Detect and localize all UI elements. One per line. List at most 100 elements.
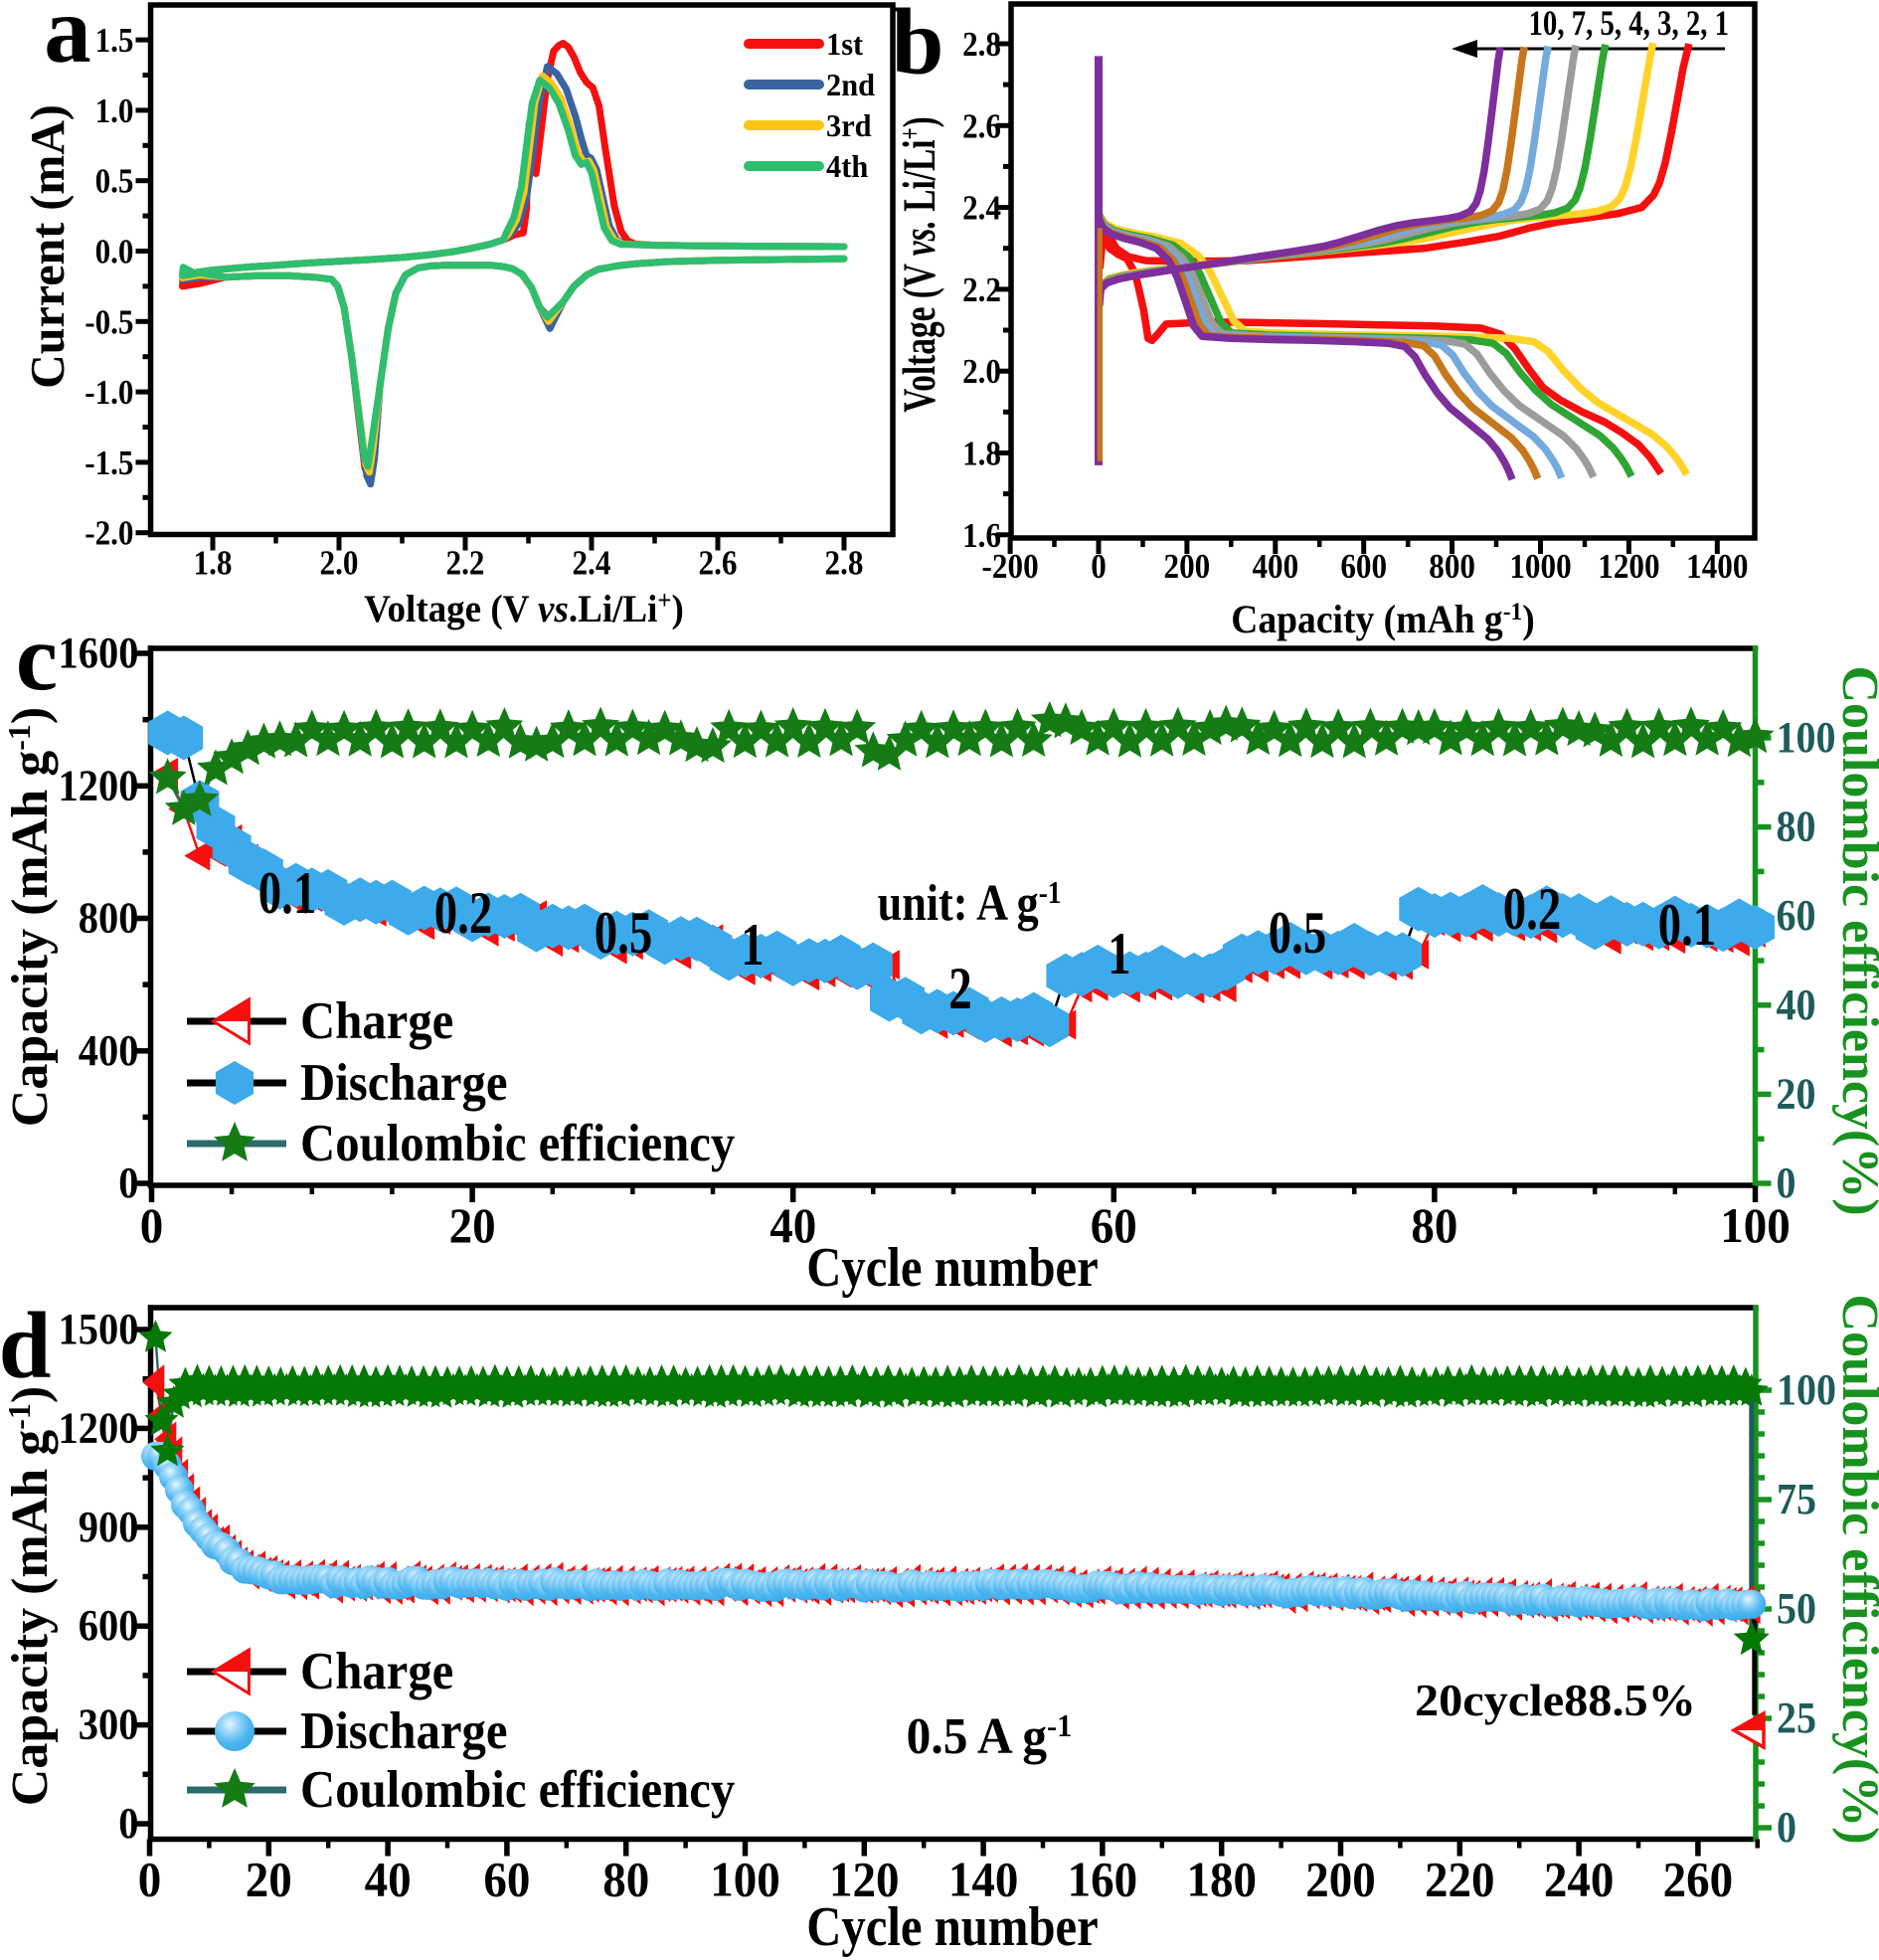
svg-text:-1.0: -1.0 — [85, 373, 133, 412]
svg-text:40: 40 — [1777, 981, 1816, 1029]
svg-text:Cycle number: Cycle number — [806, 1896, 1099, 1958]
svg-text:Capacity (mAh g-1): Capacity (mAh g-1) — [1, 1386, 59, 1806]
svg-text:1: 1 — [741, 911, 764, 978]
svg-text:0.0: 0.0 — [95, 233, 134, 271]
svg-text:2.2: 2.2 — [446, 544, 485, 583]
svg-text:0.1: 0.1 — [258, 859, 316, 926]
svg-text:200: 200 — [1305, 1853, 1375, 1907]
svg-text:2.0: 2.0 — [962, 353, 1001, 392]
svg-text:d: d — [0, 1293, 51, 1398]
svg-text:1.0: 1.0 — [95, 91, 134, 130]
svg-text:40: 40 — [365, 1853, 412, 1907]
svg-text:2.4: 2.4 — [962, 189, 1001, 228]
svg-text:1.6: 1.6 — [962, 516, 1001, 555]
svg-text:Voltage (V vs.Li/Li+): Voltage (V vs.Li/Li+) — [364, 586, 684, 630]
svg-text:260: 260 — [1663, 1853, 1733, 1907]
svg-text:1200: 1200 — [59, 762, 139, 810]
svg-text:Charge: Charge — [300, 1643, 453, 1700]
svg-text:100: 100 — [1720, 1199, 1790, 1254]
svg-text:2nd: 2nd — [826, 67, 875, 102]
svg-text:a: a — [44, 0, 91, 83]
svg-text:Discharge: Discharge — [300, 1702, 507, 1760]
svg-text:0: 0 — [118, 1158, 138, 1207]
svg-text:800: 800 — [1429, 547, 1475, 586]
svg-text:0.5 A g-1: 0.5 A g-1 — [907, 1707, 1073, 1764]
svg-text:80: 80 — [602, 1853, 649, 1907]
svg-text:Current (mA): Current (mA) — [22, 104, 76, 389]
svg-text:Discharge: Discharge — [300, 1054, 507, 1112]
svg-text:400: 400 — [1252, 547, 1298, 586]
svg-text:0: 0 — [140, 1199, 164, 1254]
svg-text:220: 220 — [1425, 1853, 1494, 1907]
svg-text:80: 80 — [1411, 1199, 1457, 1254]
svg-text:80: 80 — [1777, 803, 1816, 851]
svg-text:Coulombic efficiency: Coulombic efficiency — [300, 1115, 735, 1172]
svg-text:160: 160 — [1068, 1853, 1137, 1907]
svg-text:0.5: 0.5 — [595, 899, 652, 966]
svg-text:2.4: 2.4 — [573, 544, 611, 583]
svg-text:900: 900 — [79, 1503, 139, 1551]
svg-text:0.2: 0.2 — [434, 879, 492, 946]
svg-text:25: 25 — [1777, 1694, 1816, 1742]
svg-text:2: 2 — [948, 955, 971, 1021]
svg-text:0: 0 — [1091, 547, 1107, 586]
svg-text:c: c — [16, 605, 58, 710]
svg-text:60: 60 — [1777, 893, 1816, 941]
svg-text:180: 180 — [1186, 1853, 1256, 1907]
svg-text:2.8: 2.8 — [962, 25, 1001, 64]
svg-text:Voltage (V vs. Li/Li+): Voltage (V vs. Li/Li+) — [893, 116, 944, 413]
svg-text:0.2: 0.2 — [1503, 875, 1561, 942]
svg-text:Capacity (mAh g-1): Capacity (mAh g-1) — [1, 707, 59, 1127]
svg-text:100: 100 — [1777, 714, 1836, 762]
svg-text:-2.0: -2.0 — [85, 514, 133, 553]
svg-text:1: 1 — [1108, 920, 1130, 986]
svg-text:Charge: Charge — [300, 992, 453, 1050]
svg-text:1600: 1600 — [59, 629, 139, 678]
svg-text:Cycle number: Cycle number — [806, 1237, 1099, 1299]
svg-text:2.8: 2.8 — [825, 544, 864, 583]
svg-text:1.8: 1.8 — [194, 544, 233, 583]
svg-text:unit: A g-1: unit: A g-1 — [878, 875, 1062, 932]
svg-text:0.5: 0.5 — [1269, 899, 1326, 966]
svg-text:0: 0 — [118, 1799, 138, 1848]
svg-text:Coulombic efficiency(%): Coulombic efficiency(%) — [1831, 1294, 1879, 1844]
svg-text:2.2: 2.2 — [962, 270, 1001, 309]
svg-text:50: 50 — [1777, 1585, 1816, 1633]
svg-text:0.5: 0.5 — [95, 162, 134, 201]
svg-text:Coulombic efficiency: Coulombic efficiency — [300, 1761, 735, 1819]
svg-text:1000: 1000 — [1509, 547, 1571, 586]
svg-text:Coulombic efficiency(%): Coulombic efficiency(%) — [1831, 665, 1879, 1215]
svg-text:1.8: 1.8 — [962, 435, 1001, 473]
svg-text:120: 120 — [829, 1853, 899, 1907]
svg-text:20: 20 — [246, 1853, 292, 1907]
svg-text:100: 100 — [1777, 1366, 1836, 1414]
svg-text:200: 200 — [1164, 547, 1211, 586]
svg-text:1st: 1st — [826, 26, 864, 62]
svg-text:20: 20 — [449, 1199, 496, 1254]
svg-text:1400: 1400 — [1686, 547, 1748, 586]
svg-text:1500: 1500 — [59, 1306, 139, 1354]
svg-text:0: 0 — [1777, 1804, 1796, 1852]
svg-text:Capacity (mAh g-1): Capacity (mAh g-1) — [1231, 598, 1535, 641]
svg-text:1200: 1200 — [59, 1404, 139, 1453]
svg-text:60: 60 — [1091, 1199, 1137, 1254]
svg-text:0: 0 — [1777, 1159, 1796, 1207]
svg-text:2.6: 2.6 — [962, 107, 1001, 146]
svg-text:240: 240 — [1544, 1853, 1614, 1907]
svg-text:0.1: 0.1 — [1658, 891, 1716, 958]
svg-text:0: 0 — [138, 1853, 162, 1907]
svg-text:1200: 1200 — [1598, 547, 1659, 586]
svg-text:300: 300 — [79, 1700, 139, 1749]
svg-text:75: 75 — [1777, 1476, 1816, 1523]
svg-text:2.6: 2.6 — [699, 544, 738, 583]
svg-text:140: 140 — [948, 1853, 1018, 1907]
svg-text:-0.5: -0.5 — [85, 303, 133, 342]
svg-text:20cycle88.5%: 20cycle88.5% — [1415, 1676, 1696, 1726]
svg-text:b: b — [892, 0, 944, 94]
svg-text:400: 400 — [79, 1026, 139, 1075]
svg-text:600: 600 — [1340, 547, 1387, 586]
svg-text:1.5: 1.5 — [95, 21, 134, 60]
svg-text:4th: 4th — [826, 148, 868, 184]
svg-text:20: 20 — [1777, 1071, 1816, 1119]
svg-text:60: 60 — [483, 1853, 530, 1907]
